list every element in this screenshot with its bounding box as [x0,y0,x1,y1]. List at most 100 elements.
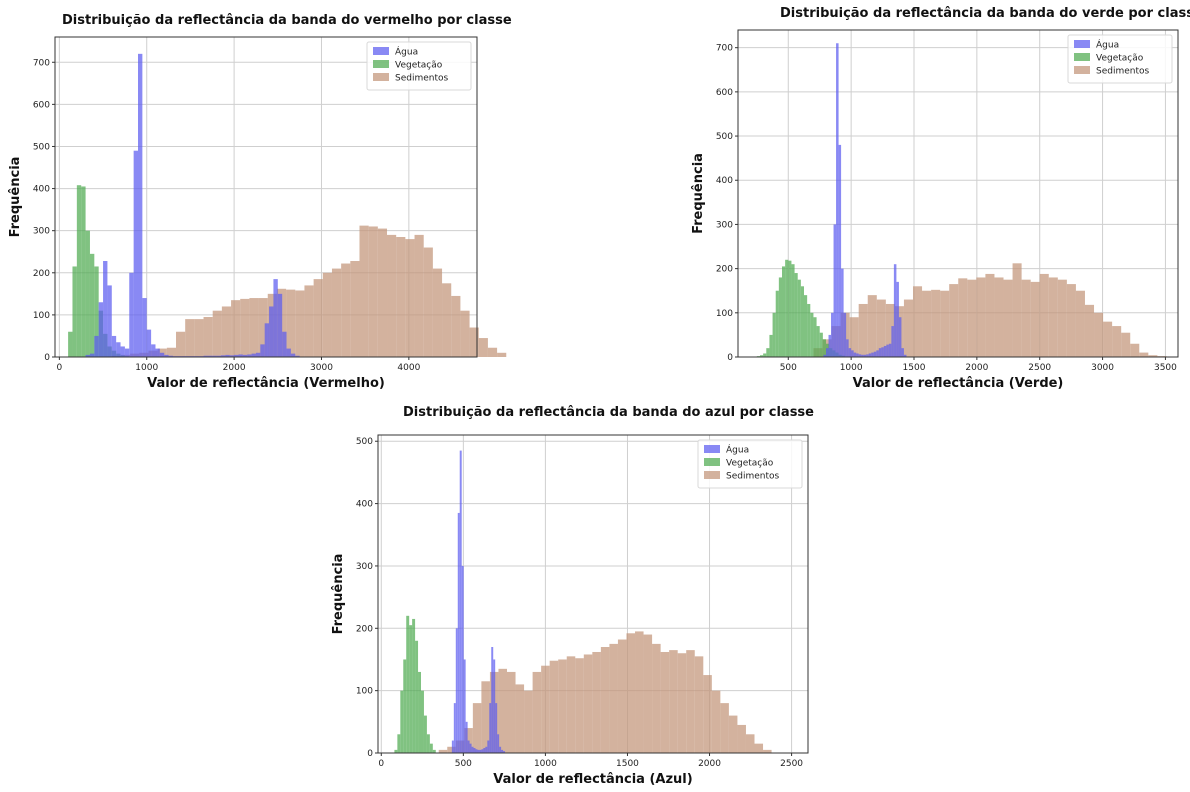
histogram-bar [146,329,152,357]
histogram-bar [487,347,498,357]
histogram-bar [472,703,482,753]
x-tick-label: 1000 [840,363,863,373]
histogram-bar [515,684,525,753]
histogram-bar [976,277,986,357]
histogram-bar [469,743,472,753]
legend-swatch [1074,66,1090,74]
histogram-bar [873,351,877,357]
histogram-bar [893,264,897,357]
y-tick-label: 300 [33,227,50,237]
x-tick-label: 0 [57,363,63,373]
histogram-bar [176,331,186,357]
histogram-bar [1148,355,1158,357]
histogram-bar [819,332,823,357]
histogram-bar [397,734,401,753]
histogram-bar [940,290,950,357]
histogram-bar [592,651,601,753]
histogram-bar [277,293,283,357]
histogram-bar [185,319,195,357]
y-tick-label: 400 [33,185,50,195]
histogram-bar [903,354,907,357]
legend-label: Sedimentos [1096,67,1150,77]
histogram-bar [871,352,874,357]
chart-svg-red: 0 1000 2000 3000 4000 0 100 200 300 400 500 600 700 V… [8,36,507,391]
histogram-bar [85,354,90,357]
histogram-bar [669,650,678,753]
x-tick-label: 500 [455,759,472,769]
histogram-bar [868,353,872,357]
histogram-bar [478,338,488,357]
histogram-bar [269,306,274,357]
histogram-bar [772,312,776,357]
y-tick-label: 500 [33,142,50,152]
x-tick-label: 3000 [1091,363,1114,373]
y-tick-label: 200 [716,265,733,275]
series-água [451,450,506,753]
y-tick-label: 300 [356,562,373,572]
histogram-bar [1039,273,1049,357]
histogram-bar [467,740,470,753]
legend: Água Vegetação Sedimentos [366,41,472,91]
histogram-bar [858,354,862,357]
histogram-bar [754,743,764,753]
histogram-bar [816,326,820,357]
histogram-bar [583,654,593,753]
histogram-bar [423,247,433,357]
histogram-bar [255,352,261,357]
histogram-bar [507,671,516,753]
histogram-bar [686,650,695,753]
histogram-bar [460,310,470,357]
histogram-bar [469,327,479,357]
plot-frame [54,36,478,358]
histogram-bar [994,277,1004,357]
y-tick-label: 200 [356,624,373,634]
histogram-bar [94,266,99,357]
histogram-bar [461,565,464,753]
histogram-bar [477,749,480,753]
histogram-bar [876,299,886,357]
histogram-bar [524,690,533,753]
histogram-bar [231,300,241,357]
histogram-bar [138,53,143,358]
histogram-bar [133,150,139,357]
histogram-bar [497,352,507,357]
histogram-bar [455,628,458,753]
y-tick-label: 100 [33,311,50,321]
histogram-bar [203,317,213,357]
y-tick-label: 500 [356,437,373,447]
histogram-bar [766,348,770,357]
histogram-bar [229,355,235,357]
histogram-bar [412,618,416,753]
histogram-bar [728,715,738,753]
histogram-bar [451,295,461,357]
histogram-bar [396,237,406,357]
x-tick-label: 2500 [780,759,803,769]
histogram-bar [878,348,882,357]
histogram-bar [418,671,421,753]
histogram-bar [785,259,789,357]
histogram-bar [481,749,484,753]
x-tick-label: 2000 [223,363,246,373]
histogram-bar [406,615,410,753]
histogram-bar [737,724,746,753]
histogram-bar [485,746,488,753]
histogram-bar [129,272,134,357]
histogram-bar [791,264,795,357]
histogram-bar [549,660,559,753]
chart-title: Distribuição da reflectância da banda do… [62,13,512,28]
histogram-bar [949,284,959,357]
histogram-bar [282,331,287,357]
histogram-bar [881,347,884,357]
histogram-bar [159,352,165,357]
histogram-bar [359,225,369,357]
x-tick-label: 1000 [135,363,158,373]
histogram-bar [457,512,460,753]
histogram-bar [238,354,243,357]
histogram-bar [838,144,842,357]
plot-frame [737,29,1179,358]
histogram-bar [258,298,268,357]
chart-title: Distribuição da reflectância da banda do… [780,6,1190,21]
histogram-bar [626,633,636,753]
histogram-bar [856,353,859,357]
histogram-bar [609,643,618,753]
